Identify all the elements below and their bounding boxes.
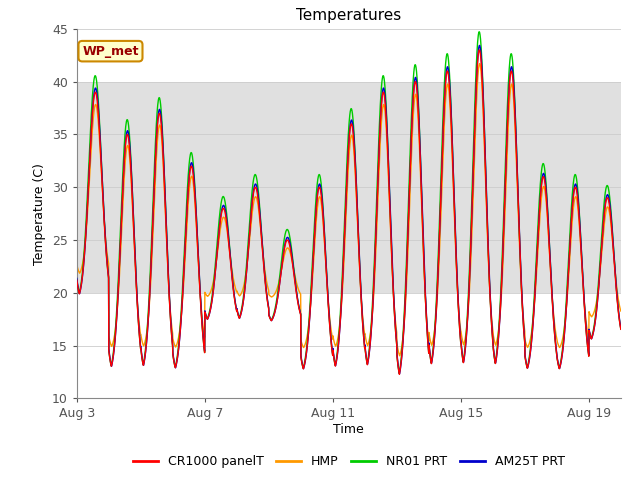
Text: WP_met: WP_met	[82, 45, 139, 58]
Legend: CR1000 panelT, HMP, NR01 PRT, AM25T PRT: CR1000 panelT, HMP, NR01 PRT, AM25T PRT	[128, 450, 570, 473]
Y-axis label: Temperature (C): Temperature (C)	[33, 163, 46, 264]
Title: Temperatures: Temperatures	[296, 9, 401, 24]
Bar	[77, 82, 621, 293]
X-axis label: Time: Time	[333, 423, 364, 436]
